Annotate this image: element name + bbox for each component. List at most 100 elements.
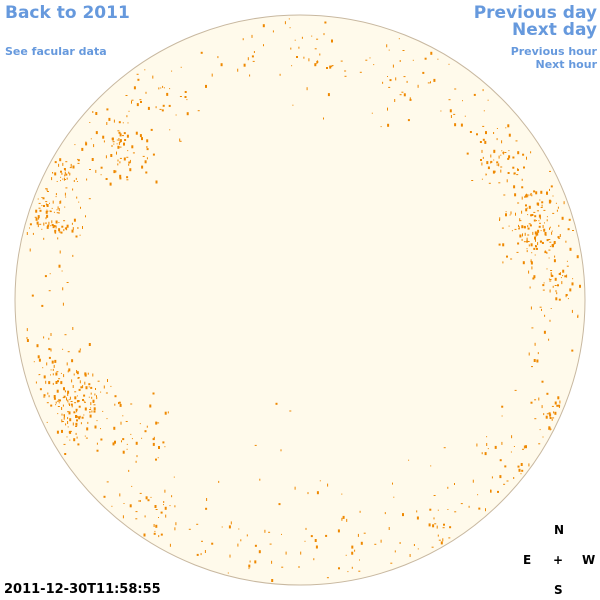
next-hour-link[interactable]: Next hour xyxy=(535,58,598,71)
facula-speck xyxy=(82,385,84,389)
facula-speck xyxy=(499,459,502,462)
facula-speck xyxy=(531,252,533,254)
facula-speck xyxy=(78,201,80,203)
facula-speck xyxy=(546,392,549,395)
facula-speck xyxy=(462,100,463,102)
facula-speck xyxy=(67,421,69,424)
facula-speck xyxy=(186,99,188,101)
facula-speck xyxy=(521,186,524,189)
facula-speck xyxy=(83,400,85,402)
facula-speck xyxy=(46,402,49,404)
facula-speck xyxy=(145,91,147,94)
facula-speck xyxy=(63,395,66,398)
facula-speck xyxy=(549,170,551,172)
facula-speck xyxy=(253,51,255,53)
facula-speck xyxy=(530,259,532,263)
compass-south-label: S xyxy=(554,583,563,597)
facula-speck xyxy=(60,180,61,182)
facula-speck xyxy=(521,469,524,472)
facula-speck xyxy=(549,417,552,419)
facula-speck xyxy=(315,545,318,549)
facula-speck xyxy=(540,207,543,208)
facula-speck xyxy=(38,207,41,209)
facula-speck xyxy=(508,225,510,227)
facula-speck xyxy=(374,543,377,545)
facula-speck xyxy=(76,395,78,397)
facula-speck xyxy=(63,374,65,378)
facula-speck xyxy=(278,503,281,506)
facula-speck xyxy=(494,445,497,449)
facula-speck xyxy=(519,234,522,238)
facula-speck xyxy=(525,445,527,449)
facula-speck xyxy=(119,161,121,164)
facula-speck xyxy=(501,140,503,144)
facula-speck xyxy=(538,225,541,228)
facula-speck xyxy=(94,393,96,396)
facula-speck xyxy=(41,304,44,307)
facula-speck xyxy=(546,216,548,218)
facula-speck xyxy=(160,87,162,89)
facula-speck xyxy=(548,426,551,430)
facula-speck xyxy=(158,87,160,90)
facula-speck xyxy=(304,540,306,542)
facula-speck xyxy=(549,241,552,243)
facula-speck xyxy=(454,511,457,513)
facula-speck xyxy=(433,495,436,496)
facula-speck xyxy=(184,91,187,93)
facula-speck xyxy=(65,423,67,426)
facula-speck xyxy=(538,443,541,445)
facula-speck xyxy=(36,221,39,225)
facula-speck xyxy=(416,516,419,520)
facula-speck xyxy=(534,236,536,240)
facula-speck xyxy=(53,364,55,368)
facula-speck xyxy=(501,441,503,445)
facula-speck xyxy=(42,367,44,369)
facula-speck xyxy=(188,528,191,530)
previous-hour-link[interactable]: Previous hour xyxy=(510,45,597,58)
facula-speck xyxy=(521,196,523,200)
back-to-year-link[interactable]: Back to 2011 xyxy=(5,3,130,23)
facula-speck xyxy=(47,224,50,227)
facula-speck xyxy=(122,122,124,124)
facula-speck xyxy=(528,244,530,247)
facula-speck xyxy=(292,104,294,106)
facula-speck xyxy=(522,153,525,156)
facula-speck xyxy=(505,213,507,217)
facula-speck xyxy=(413,544,415,546)
facula-speck xyxy=(347,571,349,573)
facula-speck xyxy=(62,287,64,291)
facula-speck xyxy=(248,564,251,568)
facula-speck xyxy=(531,327,534,329)
facula-speck xyxy=(89,122,91,123)
facula-speck xyxy=(251,55,254,58)
facula-speck xyxy=(211,542,214,545)
facula-speck xyxy=(508,155,511,159)
facula-speck xyxy=(52,368,54,371)
facula-speck xyxy=(55,193,57,196)
facula-speck xyxy=(501,150,503,152)
facula-speck xyxy=(157,422,160,424)
facula-speck xyxy=(409,554,411,557)
facula-speck xyxy=(539,222,541,224)
facula-speck xyxy=(503,194,506,196)
facula-speck xyxy=(229,554,231,558)
facula-speck xyxy=(448,99,451,101)
facula-speck xyxy=(520,463,523,466)
previous-day-link[interactable]: Previous day xyxy=(473,3,597,23)
see-facular-data-link[interactable]: See facular data xyxy=(5,45,107,58)
facula-speck xyxy=(88,343,91,346)
facula-speck xyxy=(128,469,130,472)
facula-speck xyxy=(76,181,78,182)
facula-speck xyxy=(521,210,523,214)
facula-speck xyxy=(553,259,556,263)
facula-speck xyxy=(69,418,72,422)
facula-speck xyxy=(548,200,551,204)
facula-speck xyxy=(39,223,42,225)
facula-speck xyxy=(403,93,406,97)
facula-speck xyxy=(453,113,456,115)
next-day-link[interactable]: Next day xyxy=(512,20,597,40)
facula-speck xyxy=(482,156,484,159)
facula-speck xyxy=(548,412,551,415)
facula-speck xyxy=(477,494,479,496)
facula-speck xyxy=(316,491,319,495)
